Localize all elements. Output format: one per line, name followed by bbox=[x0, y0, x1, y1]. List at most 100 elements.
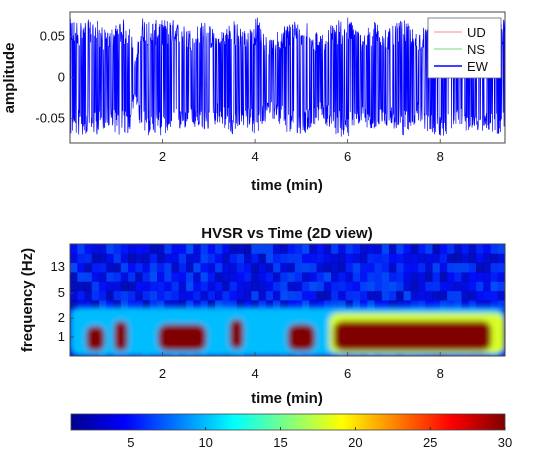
hvsr-cell bbox=[294, 262, 303, 273]
hvsr-cell bbox=[128, 262, 136, 273]
hvsr-cell bbox=[309, 272, 317, 282]
hvsr-cell bbox=[77, 262, 85, 273]
hvsr-cell bbox=[454, 272, 462, 282]
colorbar-tick-label: 10 bbox=[198, 435, 212, 450]
hvsr-cell bbox=[447, 290, 455, 301]
hvsr-cell bbox=[403, 281, 412, 292]
hvsr-cell bbox=[461, 290, 470, 301]
hvsr-cell bbox=[84, 300, 93, 310]
hvsr-cell bbox=[258, 300, 267, 310]
hvsr-cell bbox=[193, 272, 201, 282]
hvsr-cell bbox=[338, 272, 346, 282]
hvsr-cell bbox=[236, 253, 245, 264]
hvsr-cell bbox=[360, 262, 368, 273]
hvsr-cell bbox=[229, 244, 238, 254]
hvsr-cell bbox=[273, 272, 281, 282]
hvsr-cell bbox=[418, 281, 426, 292]
hvsr-cell bbox=[106, 281, 114, 292]
hvsr-cell bbox=[265, 253, 274, 264]
hvsr-cell bbox=[439, 253, 448, 264]
legend-items: UD NS EW bbox=[434, 25, 489, 74]
hvsr-cell bbox=[113, 281, 122, 292]
hvsr-cell bbox=[476, 244, 484, 254]
hvsr-cell bbox=[164, 244, 172, 254]
hvsr-cell bbox=[128, 253, 136, 264]
hvsr-cell bbox=[171, 300, 180, 310]
hvsr-cell bbox=[113, 272, 122, 282]
hvsr-cell bbox=[316, 272, 325, 282]
hvsr-cell bbox=[302, 272, 310, 282]
hvsr-cell bbox=[410, 244, 419, 254]
waveform-y-axis-title: amplitude bbox=[1, 43, 18, 114]
hvsr-cell bbox=[476, 272, 484, 282]
hvsr-cell bbox=[410, 300, 419, 310]
hvsr-cell bbox=[200, 253, 209, 264]
hvsr-cell bbox=[120, 244, 129, 254]
waveform-x-tick-label: 2 bbox=[159, 149, 166, 164]
hvsr-region bbox=[333, 320, 492, 352]
hvsr-cell bbox=[374, 253, 383, 264]
hvsr-cell bbox=[410, 253, 419, 264]
colorbar-tick-label: 25 bbox=[423, 435, 437, 450]
colorbar: 5 10 15 20 25 30 bbox=[70, 413, 512, 450]
hvsr-cell bbox=[215, 281, 223, 292]
hvsr-cell bbox=[381, 300, 390, 310]
hvsr-cell bbox=[454, 290, 462, 301]
hvsr-cell bbox=[273, 300, 281, 310]
hvsr-cell bbox=[207, 300, 216, 310]
hvsr-cell bbox=[425, 300, 433, 310]
hvsr-cell bbox=[251, 253, 259, 264]
hvsr-cell bbox=[418, 244, 426, 254]
hvsr-cell bbox=[70, 253, 78, 264]
hvsr-cell bbox=[164, 262, 172, 273]
hvsr-cell bbox=[447, 244, 455, 254]
hvsr-cell bbox=[338, 244, 346, 254]
hvsr-cell bbox=[389, 281, 397, 292]
hvsr-cell bbox=[120, 300, 129, 310]
hvsr-cell bbox=[171, 262, 180, 273]
hvsr-cell bbox=[439, 272, 448, 282]
hvsr-cell bbox=[142, 253, 151, 264]
hvsr-cell bbox=[244, 300, 252, 310]
waveform-y-tick-label: 0 bbox=[58, 70, 65, 85]
hvsr-cell bbox=[265, 300, 274, 310]
hvsr-cell bbox=[352, 272, 361, 282]
hvsr-cell bbox=[70, 272, 78, 282]
hvsr-cell bbox=[265, 244, 274, 254]
hvsr-cell bbox=[251, 281, 259, 292]
hvsr-cell bbox=[468, 253, 477, 264]
hvsr-cell bbox=[410, 281, 419, 292]
hvsr-x-axis-title: time (min) bbox=[251, 390, 323, 407]
hvsr-cell bbox=[389, 262, 397, 273]
hvsr-cell bbox=[331, 300, 339, 310]
hvsr-cell bbox=[128, 281, 136, 292]
hvsr-cell bbox=[265, 290, 274, 301]
hvsr-cell bbox=[106, 244, 114, 254]
hvsr-cell bbox=[389, 290, 397, 301]
hvsr-cell bbox=[193, 244, 201, 254]
hvsr-cell bbox=[323, 253, 332, 264]
hvsr-cell bbox=[396, 290, 404, 301]
hvsr-cell bbox=[135, 300, 143, 310]
hvsr-cell bbox=[164, 253, 172, 264]
hvsr-cell bbox=[178, 262, 187, 273]
hvsr-cell bbox=[258, 281, 267, 292]
hvsr-cell bbox=[91, 272, 100, 282]
hvsr-cell bbox=[316, 262, 325, 273]
hvsr-cell bbox=[294, 253, 303, 264]
hvsr-cell bbox=[84, 253, 93, 264]
hvsr-cell bbox=[468, 272, 477, 282]
hvsr-cell bbox=[222, 262, 230, 273]
hvsr-cell bbox=[193, 253, 201, 264]
hvsr-cell bbox=[149, 272, 158, 282]
hvsr-cell bbox=[149, 281, 158, 292]
hvsr-cell bbox=[222, 244, 230, 254]
hvsr-cell bbox=[483, 262, 491, 273]
hvsr-cell bbox=[251, 300, 259, 310]
hvsr-cell bbox=[236, 272, 245, 282]
hvsr-cell bbox=[280, 300, 288, 310]
hvsr-y-ticks: 13 5 2 1 bbox=[51, 259, 74, 344]
hvsr-cell bbox=[258, 253, 267, 264]
hvsr-cell bbox=[70, 290, 78, 301]
hvsr-cell bbox=[128, 290, 136, 301]
